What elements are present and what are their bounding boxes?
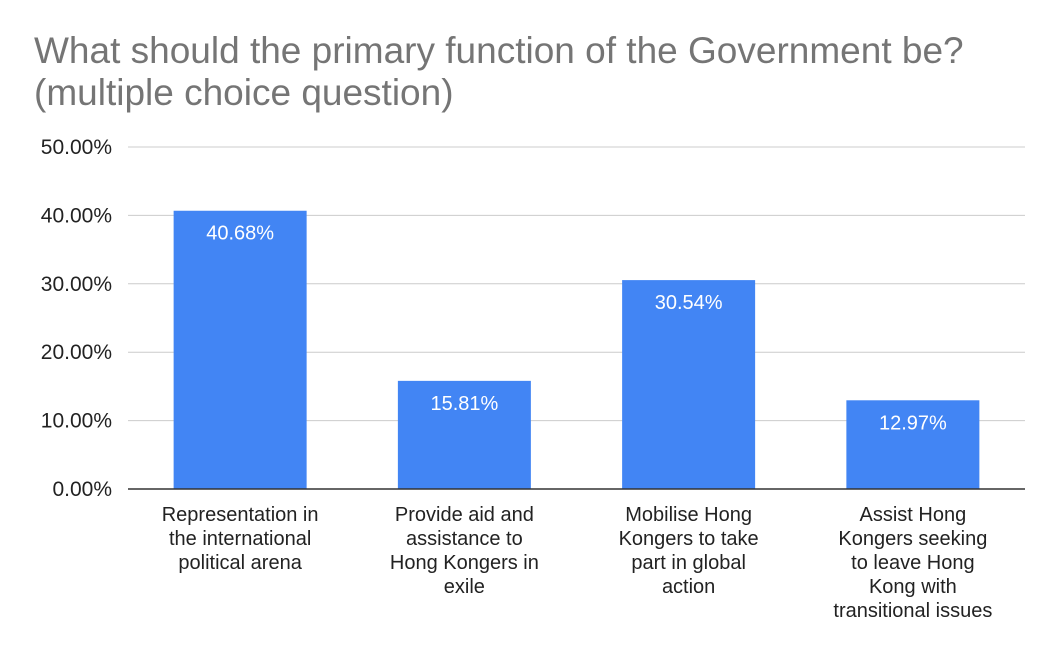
data-label: 12.97% [879, 412, 947, 434]
x-category-label: political arena [178, 552, 302, 574]
x-category-label: Representation in [162, 504, 319, 526]
bar [397, 380, 531, 489]
y-tick-label: 20.00% [41, 341, 112, 364]
x-category-label: the international [169, 528, 311, 550]
x-category-label: transitional issues [833, 600, 992, 622]
x-category-label: action [662, 576, 715, 598]
chart-title: What should the primary function of the … [34, 30, 964, 113]
x-category-label: Provide aid and [395, 504, 534, 526]
bar [846, 400, 980, 489]
y-tick-label: 30.00% [41, 273, 112, 296]
x-category-label: part in global [631, 552, 746, 574]
bar [173, 210, 307, 490]
x-category-label: Hong Kongers in [390, 552, 539, 574]
y-tick-label: 10.00% [41, 410, 112, 433]
y-tick-label: 50.00% [41, 136, 112, 159]
x-category-label: to leave Hong [851, 552, 974, 574]
x-category-label: Kongers seeking [838, 528, 987, 550]
x-category-label: exile [444, 576, 485, 598]
data-labels: 40.68% 15.81% 30.54% 12.97% [206, 223, 947, 435]
bars [173, 210, 980, 490]
bar [622, 280, 756, 489]
y-tick-label: 40.00% [41, 204, 112, 227]
x-category-label: Assist Hong [860, 504, 967, 526]
data-label: 40.68% [206, 223, 274, 245]
data-label: 30.54% [655, 292, 723, 314]
x-category-label: Kongers to take [619, 528, 759, 550]
x-category-label: Mobilise Hong [625, 504, 752, 526]
data-label: 15.81% [430, 393, 498, 415]
y-axis-ticks: 0.00% 10.00% 20.00% 30.00% 40.00% 50.00% [41, 136, 112, 501]
x-category-label: Kong with [869, 576, 957, 598]
y-tick-label: 0.00% [52, 478, 112, 501]
x-category-label: assistance to [406, 528, 523, 550]
